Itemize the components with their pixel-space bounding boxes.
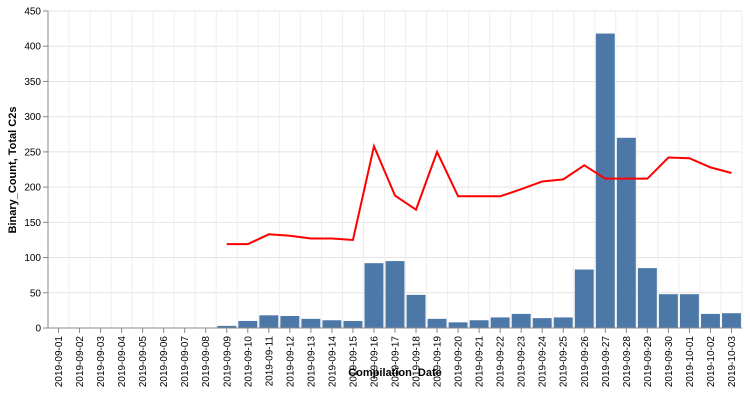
bar [343, 320, 363, 328]
bar [364, 263, 384, 328]
x-tick-label: 2019-09-09 [222, 336, 233, 388]
x-tick-label: 2019-09-04 [117, 336, 128, 388]
y-tick-label: 400 [24, 42, 41, 53]
x-tick-label: 2019-09-15 [348, 336, 359, 388]
x-axis-title: Compilation_Date [348, 367, 442, 379]
bar [532, 318, 552, 328]
y-tick-label: 0 [35, 324, 41, 335]
x-tick-label: 2019-09-16 [369, 336, 380, 388]
bar [679, 294, 699, 328]
x-tick-label: 2019-09-11 [264, 336, 275, 387]
x-tick-label: 2019-09-05 [138, 336, 149, 388]
bar [574, 269, 594, 328]
x-tick-label: 2019-09-23 [517, 336, 528, 388]
x-tick-label: 2019-09-14 [327, 336, 338, 388]
x-tick-label: 2019-09-12 [285, 336, 296, 388]
y-axis-title: Binary_Count, Total C2s [7, 107, 19, 234]
bar [238, 320, 258, 328]
x-tick-label: 2019-10-02 [706, 336, 717, 388]
x-tick-label: 2019-09-24 [538, 336, 549, 388]
x-tick-label: 2019-09-26 [580, 336, 591, 388]
bar [280, 316, 300, 328]
bar [553, 317, 573, 328]
bar [700, 313, 720, 328]
y-tick-label: 150 [24, 218, 41, 229]
x-tick-label: 2019-10-01 [685, 336, 696, 388]
y-tick-label: 450 [24, 7, 41, 18]
bar [469, 320, 489, 328]
y-tick-label: 250 [24, 147, 41, 158]
x-tick-label: 2019-09-19 [433, 336, 444, 388]
bar [511, 313, 531, 328]
y-tick-label: 100 [24, 253, 41, 264]
bar [259, 315, 279, 328]
bar [722, 313, 741, 328]
y-tick-label: 50 [30, 288, 42, 299]
bar [301, 318, 321, 328]
y-tick-label: 200 [24, 183, 41, 194]
x-tick-label: 2019-09-02 [75, 336, 86, 388]
x-tick-label: 2019-09-08 [201, 336, 212, 388]
x-tick-label: 2019-09-10 [243, 336, 254, 388]
x-tick-label: 2019-09-30 [664, 336, 675, 388]
bar [490, 317, 510, 328]
x-tick-label: 2019-09-03 [96, 336, 107, 388]
x-tick-label: 2019-09-07 [180, 336, 191, 388]
x-tick-label: 2019-09-27 [601, 336, 612, 388]
bar [322, 320, 342, 328]
x-tick-label: 2019-09-01 [54, 336, 65, 388]
y-tick-label: 350 [24, 77, 41, 88]
x-tick-label: 2019-09-21 [475, 336, 486, 388]
bar [658, 294, 678, 328]
x-tick-label: 2019-09-25 [559, 336, 570, 388]
bar [595, 33, 615, 328]
x-tick-label: 2019-09-18 [412, 336, 423, 388]
bar [406, 294, 426, 328]
x-tick-label: 2019-09-13 [306, 336, 317, 388]
x-tick-label: 2019-09-17 [391, 336, 402, 388]
x-tick-label: 2019-09-20 [454, 336, 465, 388]
x-tick-label: 2019-09-22 [496, 336, 507, 388]
x-tick-label: 2019-09-28 [622, 336, 633, 388]
bar [448, 322, 468, 328]
bar [427, 318, 447, 328]
line [226, 143, 732, 246]
x-tick-label: 2019-09-06 [159, 336, 170, 388]
bar [637, 268, 657, 328]
x-tick-label: 2019-09-29 [643, 336, 654, 388]
y-tick-label: 300 [24, 112, 41, 123]
bar [616, 137, 636, 328]
bar [217, 325, 237, 328]
bar [385, 261, 405, 328]
x-tick-label: 2019-10-03 [727, 336, 738, 388]
